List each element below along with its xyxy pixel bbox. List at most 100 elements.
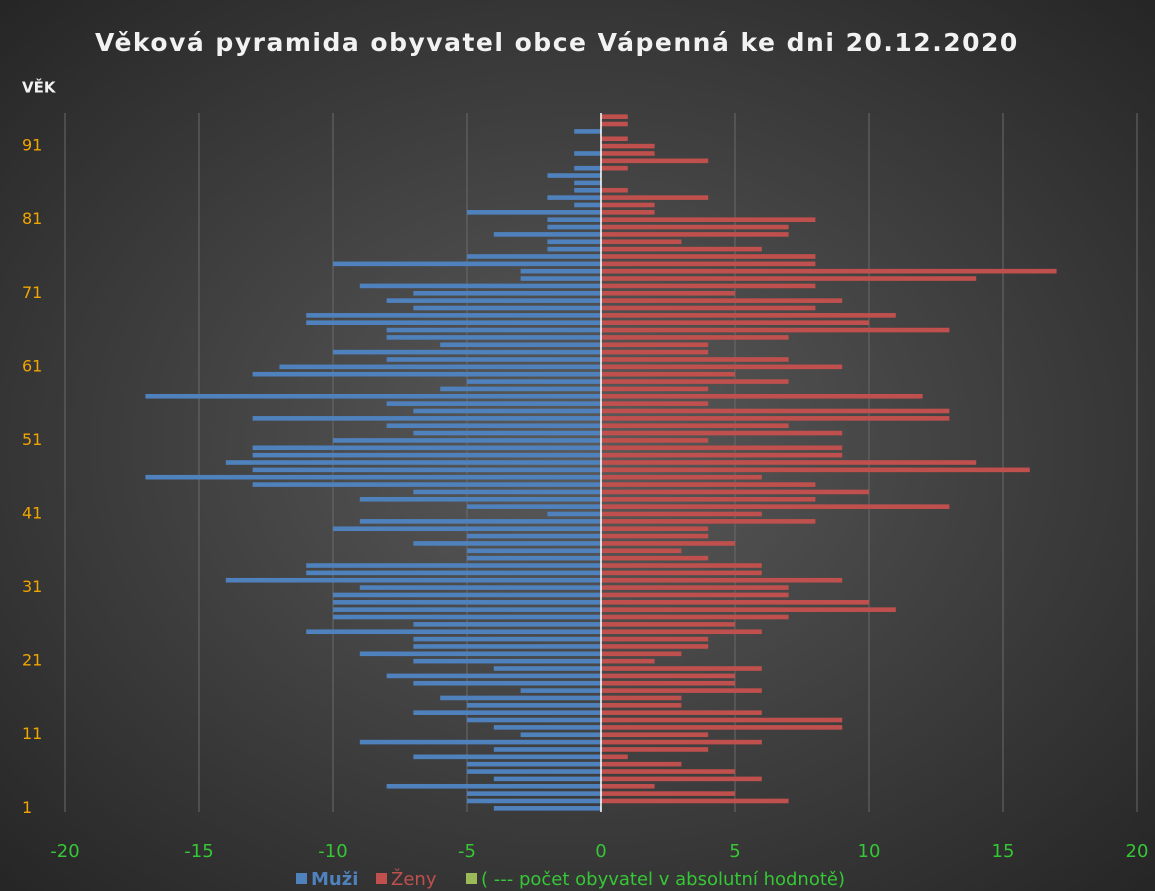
bar	[574, 165, 601, 171]
bar	[574, 129, 601, 134]
bar	[601, 622, 735, 627]
y-tick-label: 21	[22, 651, 42, 670]
bar	[359, 739, 601, 745]
bar	[601, 232, 789, 237]
bar	[601, 607, 896, 612]
bar	[601, 570, 762, 576]
bar	[386, 327, 601, 333]
bar	[386, 423, 601, 429]
bar	[601, 725, 843, 730]
bar	[440, 342, 601, 348]
bar	[601, 644, 709, 649]
x-tick-label: -10	[318, 841, 347, 862]
bar	[252, 467, 601, 473]
bar	[601, 747, 709, 752]
bar	[359, 651, 601, 657]
bar	[601, 703, 682, 708]
bar	[333, 600, 601, 605]
bar	[467, 379, 601, 384]
bar	[601, 563, 762, 568]
bar	[601, 489, 869, 495]
bar	[601, 121, 628, 127]
bar	[386, 357, 601, 362]
x-tick-label: 0	[595, 841, 606, 862]
bar	[467, 769, 601, 774]
bar	[601, 629, 762, 635]
legend-label: Muži	[311, 869, 358, 890]
x-tick-label: -5	[458, 841, 476, 862]
bar	[493, 666, 601, 671]
bar	[413, 644, 601, 649]
bar	[252, 482, 601, 487]
y-tick-label: 71	[22, 283, 42, 302]
bar	[413, 541, 601, 546]
bar	[601, 710, 762, 715]
bar	[413, 754, 601, 760]
bar	[547, 195, 601, 200]
bar	[467, 254, 601, 259]
x-tick-label: 15	[992, 841, 1015, 862]
bar	[252, 371, 601, 377]
bar	[333, 614, 601, 620]
bar	[601, 761, 682, 767]
bar	[601, 246, 762, 252]
bar	[601, 268, 1057, 274]
bar	[601, 732, 709, 738]
bar	[601, 754, 628, 760]
bar	[601, 386, 709, 392]
bar	[547, 217, 601, 222]
bar	[467, 791, 601, 796]
bar	[601, 614, 789, 620]
bar	[601, 636, 709, 642]
bar	[252, 416, 601, 421]
bar	[601, 673, 735, 679]
bar	[440, 386, 601, 392]
bar	[413, 680, 601, 686]
bar	[413, 305, 601, 311]
bar	[467, 533, 601, 539]
bar	[467, 703, 601, 708]
bar	[601, 217, 816, 222]
bar	[601, 482, 816, 487]
bar	[601, 313, 896, 318]
x-tick-label: -15	[184, 841, 213, 862]
bar	[359, 283, 601, 289]
bar	[333, 349, 601, 355]
bar	[601, 261, 816, 267]
y-axis-label: VĚK	[22, 78, 57, 97]
bar	[574, 202, 601, 208]
legend-swatch	[296, 873, 307, 884]
bar	[601, 666, 762, 671]
bar	[601, 651, 682, 657]
x-tick-label: -20	[50, 841, 79, 862]
bar	[601, 519, 816, 524]
bar	[601, 776, 762, 782]
bar	[225, 460, 602, 465]
bar	[306, 313, 601, 318]
bar	[601, 335, 789, 340]
bar	[225, 577, 602, 583]
bar	[601, 680, 735, 686]
bar	[547, 173, 601, 178]
bar	[601, 769, 735, 774]
bar	[601, 511, 762, 517]
bar	[306, 629, 601, 635]
bar	[601, 290, 735, 296]
bar	[601, 401, 709, 406]
bar	[601, 349, 709, 355]
bar	[467, 717, 601, 723]
bar	[279, 364, 601, 370]
bar	[306, 563, 601, 568]
bar	[601, 445, 843, 451]
bar	[493, 725, 601, 730]
bar	[520, 276, 601, 281]
x-tick-label: 5	[729, 841, 740, 862]
bar	[493, 806, 601, 811]
bar	[601, 600, 869, 605]
bar	[601, 577, 843, 583]
y-tick-label: 11	[22, 724, 42, 743]
y-tick-label: 81	[22, 209, 42, 228]
bar	[601, 165, 628, 171]
bar	[601, 224, 789, 230]
bar	[333, 261, 601, 267]
